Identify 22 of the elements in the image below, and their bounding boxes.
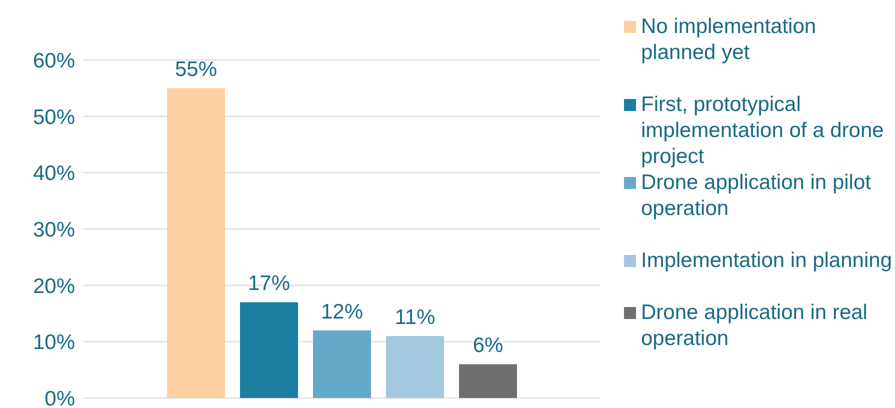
data-label: 12% xyxy=(320,300,364,324)
y-tick-label: 50% xyxy=(32,106,75,129)
data-label: 6% xyxy=(472,334,504,358)
y-tick-label: 60% xyxy=(32,49,75,72)
y-tick-label: 30% xyxy=(32,218,75,242)
bar xyxy=(313,330,371,398)
legend-label: Drone application in pilot operation xyxy=(641,170,872,222)
bar xyxy=(167,88,225,398)
y-tick-label: 20% xyxy=(32,274,75,298)
legend-label: Implementation in planning xyxy=(641,248,892,274)
legend-label: Drone application in real operation xyxy=(641,300,868,352)
data-label: 17% xyxy=(248,272,290,296)
y-tick-label: 0% xyxy=(44,387,75,408)
bar xyxy=(386,336,444,398)
bar xyxy=(459,364,517,398)
bar xyxy=(240,302,298,398)
data-label: 55% xyxy=(174,58,218,82)
data-label: 11% xyxy=(394,306,436,330)
y-tick-label: 10% xyxy=(32,331,75,354)
y-tick-label: 40% xyxy=(32,162,75,186)
legend-label: No implementation planned yet xyxy=(641,14,818,66)
legend-label: First, prototypical implementation of a drone project xyxy=(641,92,885,170)
